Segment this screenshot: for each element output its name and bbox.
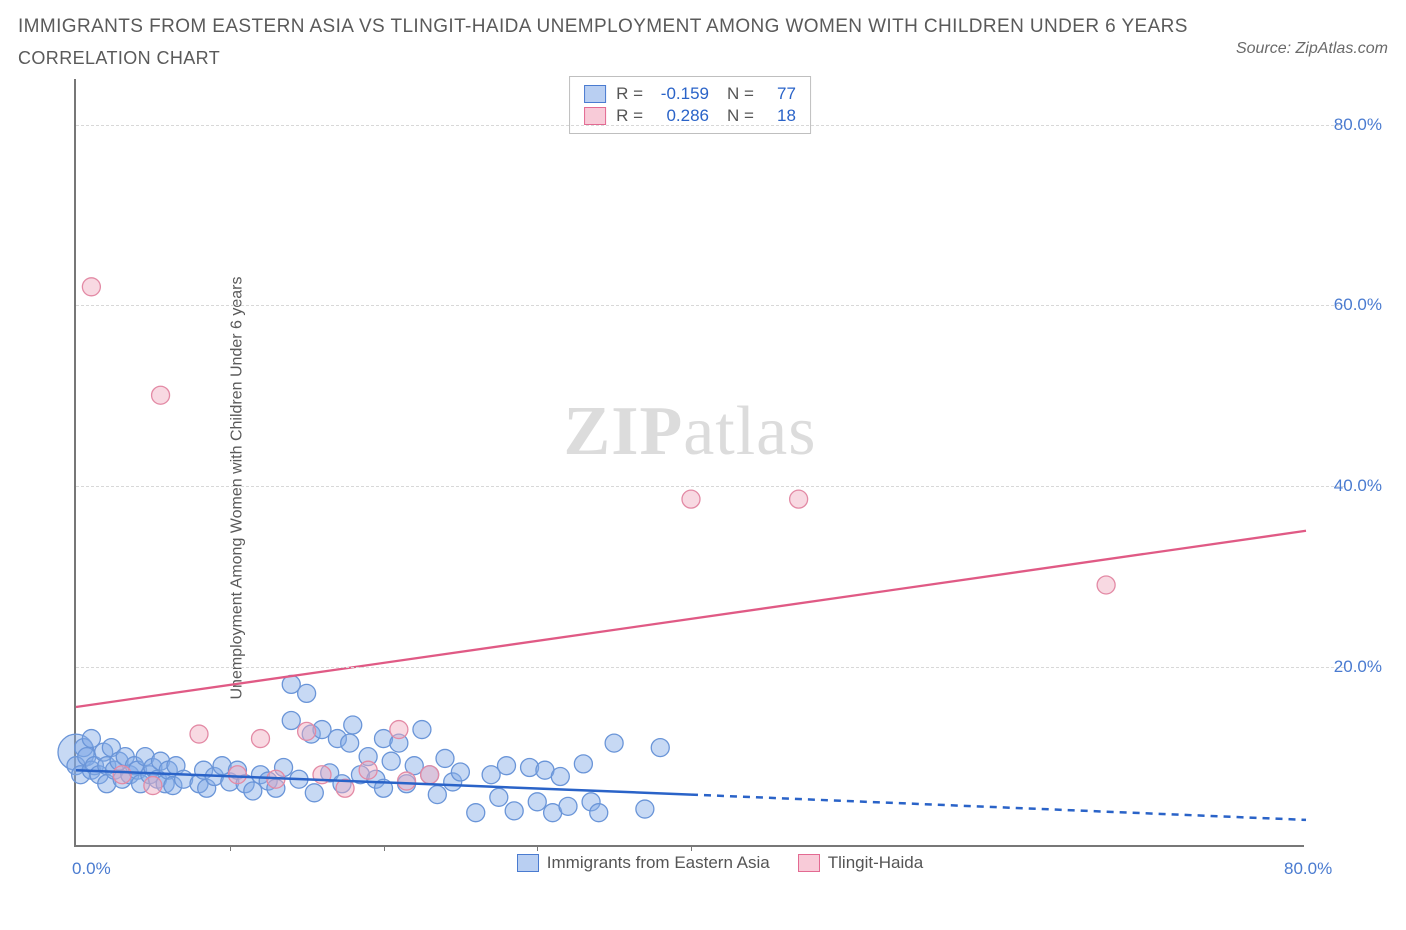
y-tick-label: 60.0% [1334,295,1382,315]
legend-swatch [584,107,606,125]
gridline [76,486,1344,487]
data-point [1097,576,1115,594]
data-point [413,721,431,739]
scatter-svg [76,79,1306,847]
data-point [305,784,323,802]
source-name: ZipAtlas.com [1296,40,1388,57]
legend-row: R = 0.286 N = 18 [584,106,796,126]
data-point [528,793,546,811]
x-axis-end-label: 80.0% [1284,859,1332,879]
gridline [76,125,1344,126]
data-point [505,802,523,820]
data-point [228,766,246,784]
legend-label: Immigrants from Eastern Asia [547,853,770,873]
legend-row: R = -0.159 N = 77 [584,84,796,104]
legend-item: Tlingit-Haida [798,853,923,873]
data-point [244,782,262,800]
x-axis-start-label: 0.0% [72,859,111,879]
x-tick [384,845,385,851]
data-point [421,766,439,784]
legend-r-label: R = [616,84,643,104]
data-point [152,387,170,405]
legend-correlation: R = -0.159 N = 77 R = 0.286 N = 18 [569,76,811,134]
x-tick [537,845,538,851]
gridline [76,667,1344,668]
x-tick [230,845,231,851]
legend-item: Immigrants from Eastern Asia [517,853,770,873]
legend-swatch [798,854,820,872]
source-attribution: Source: ZipAtlas.com [1236,40,1388,58]
data-point [190,725,208,743]
data-point [605,734,623,752]
y-tick-label: 80.0% [1334,115,1382,135]
legend-n-label: N = [727,84,754,104]
data-point [298,685,316,703]
gridline [76,305,1344,306]
data-point [113,766,131,784]
data-point [390,721,408,739]
legend-n-value: 77 [764,84,796,104]
data-point [467,804,485,822]
chart-subtitle: CORRELATION CHART [18,48,1188,69]
x-tick [691,845,692,851]
data-point [398,772,416,790]
data-point [282,712,300,730]
data-point [428,786,446,804]
chart-container: Unemployment Among Women with Children U… [18,79,1388,897]
trend-line [76,531,1306,707]
trend-line-extrapolated [691,795,1306,820]
y-tick-label: 20.0% [1334,657,1382,677]
data-point [451,763,469,781]
legend-n-label: N = [727,106,754,126]
data-point [144,777,162,795]
legend-r-value: 0.286 [653,106,709,126]
legend-swatch [584,85,606,103]
data-point [790,491,808,509]
data-point [636,800,654,818]
data-point [574,755,592,773]
legend-r-label: R = [616,106,643,126]
legend-swatch [517,854,539,872]
legend-r-value: -0.159 [653,84,709,104]
data-point [682,491,700,509]
data-point [651,739,669,757]
chart-title: IMMIGRANTS FROM EASTERN ASIA VS TLINGIT-… [18,12,1188,42]
data-point [559,798,577,816]
legend-n-value: 18 [764,106,796,126]
data-point [341,734,359,752]
data-point [551,768,569,786]
title-block: IMMIGRANTS FROM EASTERN ASIA VS TLINGIT-… [18,12,1188,69]
data-point [436,750,454,768]
legend-label: Tlingit-Haida [828,853,923,873]
legend-series: Immigrants from Eastern Asia Tlingit-Haid… [517,853,923,873]
data-point [490,789,508,807]
source-prefix: Source: [1236,40,1296,57]
data-point [498,757,516,775]
data-point [298,723,316,741]
header: IMMIGRANTS FROM EASTERN ASIA VS TLINGIT-… [18,12,1388,69]
data-point [344,716,362,734]
data-point [590,804,608,822]
data-point [382,753,400,771]
y-tick-label: 40.0% [1334,476,1382,496]
data-point [359,762,377,780]
data-point [82,278,100,296]
data-point [252,730,270,748]
plot-area: ZIPatlas R = -0.159 N = 77 R = 0.286 N =… [74,79,1304,847]
